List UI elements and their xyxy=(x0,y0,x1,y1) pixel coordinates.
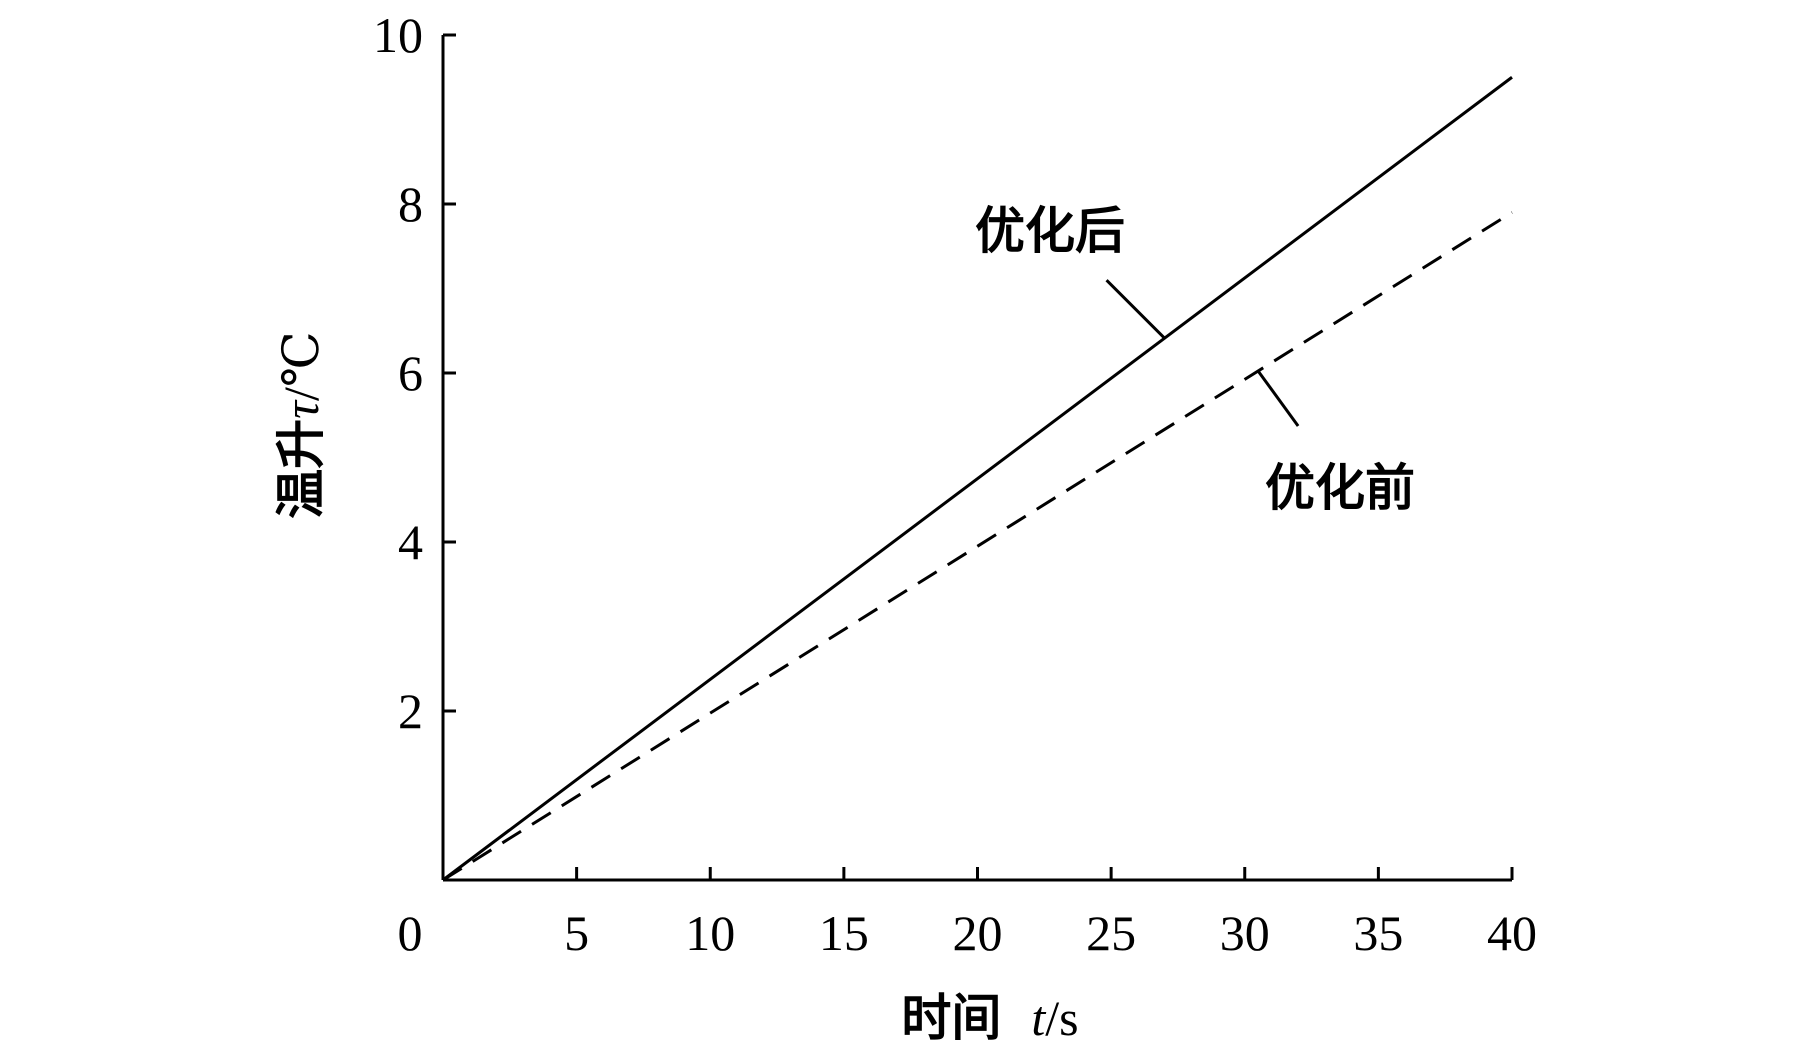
x-tick-label: 20 xyxy=(953,905,1003,961)
series-lines xyxy=(442,76,1513,882)
y-axis-title-unit: /℃ xyxy=(273,331,329,401)
x-tick-label: 40 xyxy=(1487,905,1537,961)
y-axis-title: 温升τ/℃ xyxy=(271,331,330,519)
x-axis-title-var: t xyxy=(1031,990,1046,1046)
x-tick-label: 30 xyxy=(1220,905,1270,961)
x-tick-label: 25 xyxy=(1086,905,1136,961)
y-tick-label: 2 xyxy=(398,683,423,739)
y-tick-label: 8 xyxy=(398,176,423,232)
annotation-label: 优化后 xyxy=(975,201,1125,260)
origin-label: 0 xyxy=(398,905,423,961)
ticks: 5 10 15 20 25 30 35 40 2 4 6 8 10 xyxy=(373,7,1537,961)
y-tick-label: 10 xyxy=(373,7,423,63)
series-line-before xyxy=(442,211,1513,882)
series-line-after xyxy=(442,76,1513,882)
x-axis-title-prefix: 时间 xyxy=(901,988,1001,1047)
x-axis-title: 时间 t/s xyxy=(901,988,1078,1047)
x-tick-label: 15 xyxy=(819,905,869,961)
y-axis-title-var: τ xyxy=(273,399,329,419)
x-tick-label: 5 xyxy=(564,905,589,961)
annotation-leader xyxy=(1105,279,1166,340)
y-tick-label: 6 xyxy=(398,345,423,401)
y-tick-label: 4 xyxy=(398,514,423,570)
x-axis-title-unit: /s xyxy=(1045,990,1078,1046)
annotation-label: 优化前 xyxy=(1265,458,1415,517)
annotation-leader xyxy=(1256,370,1300,427)
x-tick-label: 35 xyxy=(1353,905,1403,961)
y-axis-title-prefix: 温升 xyxy=(271,419,330,519)
x-tick-label: 10 xyxy=(685,905,735,961)
